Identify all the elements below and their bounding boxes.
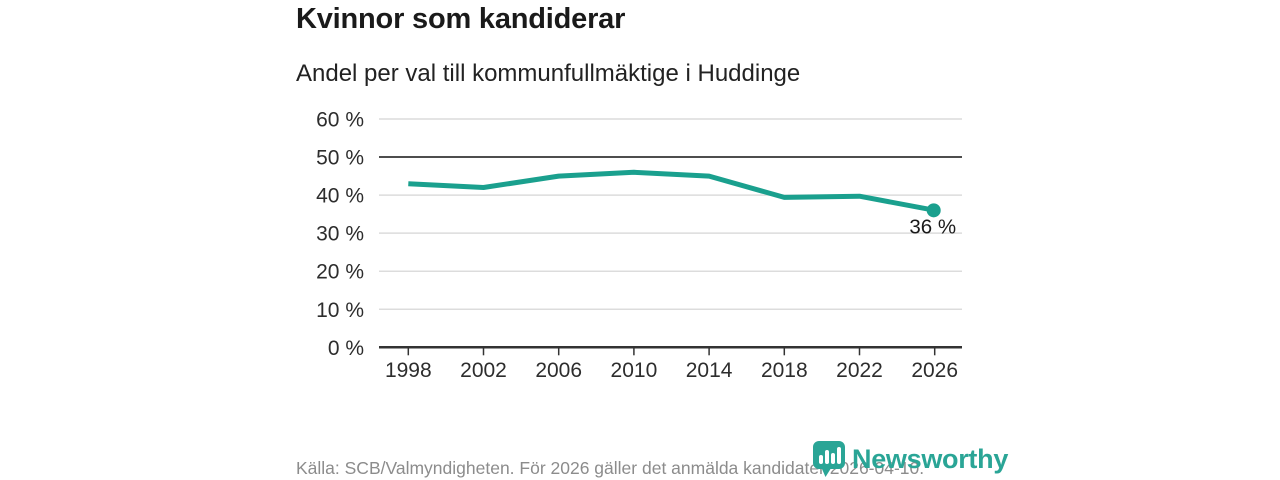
- data-line: [408, 169, 936, 213]
- x-axis-tick-label: 2006: [535, 359, 582, 382]
- y-axis-tick-label: 30 %: [316, 223, 364, 246]
- end-point-marker: [926, 203, 941, 218]
- chart-title: Kvinnor som kandiderar: [296, 3, 626, 35]
- x-axis-tick-label: 2002: [460, 359, 507, 382]
- line-chart-svg: 0 % 10 % 20 % 30 % 40 % 50 % 60 % 1998 2002 2006 2…: [316, 109, 962, 382]
- x-axis-tick-label: 1998: [385, 359, 432, 382]
- y-axis-tick-label: 60 %: [316, 109, 364, 132]
- end-value-label: 36 %: [909, 215, 956, 238]
- y-axis-tick-label: 0 %: [328, 337, 364, 360]
- y-axis-tick-label: 20 %: [316, 261, 364, 284]
- x-axis-tick-label: 2014: [686, 359, 733, 382]
- newsworthy-logo: Newsworthy: [812, 440, 1008, 478]
- y-axis-tick-label: 40 %: [316, 185, 364, 208]
- newsworthy-logo-text: Newsworthy: [852, 444, 1009, 474]
- x-axis-tick-label: 2022: [836, 359, 883, 382]
- source-note: Källa: SCB/Valmyndigheten. För 2026 gäll…: [296, 458, 925, 478]
- y-axis-tick-label: 10 %: [316, 299, 364, 322]
- newsworthy-pin-icon: [813, 441, 845, 477]
- line-chart-plot: 0 % 10 % 20 % 30 % 40 % 50 % 60 % 1998 2002 2006 2…: [296, 105, 986, 395]
- y-axis-tick-label: 50 %: [316, 147, 364, 170]
- chart-subtitle: Andel per val till kommunfullmäktige i H…: [296, 60, 801, 87]
- x-axis-tick-label: 2010: [611, 359, 658, 382]
- x-axis-tick-label: 2026: [911, 359, 958, 382]
- x-axis-tick-label: 2018: [761, 359, 808, 382]
